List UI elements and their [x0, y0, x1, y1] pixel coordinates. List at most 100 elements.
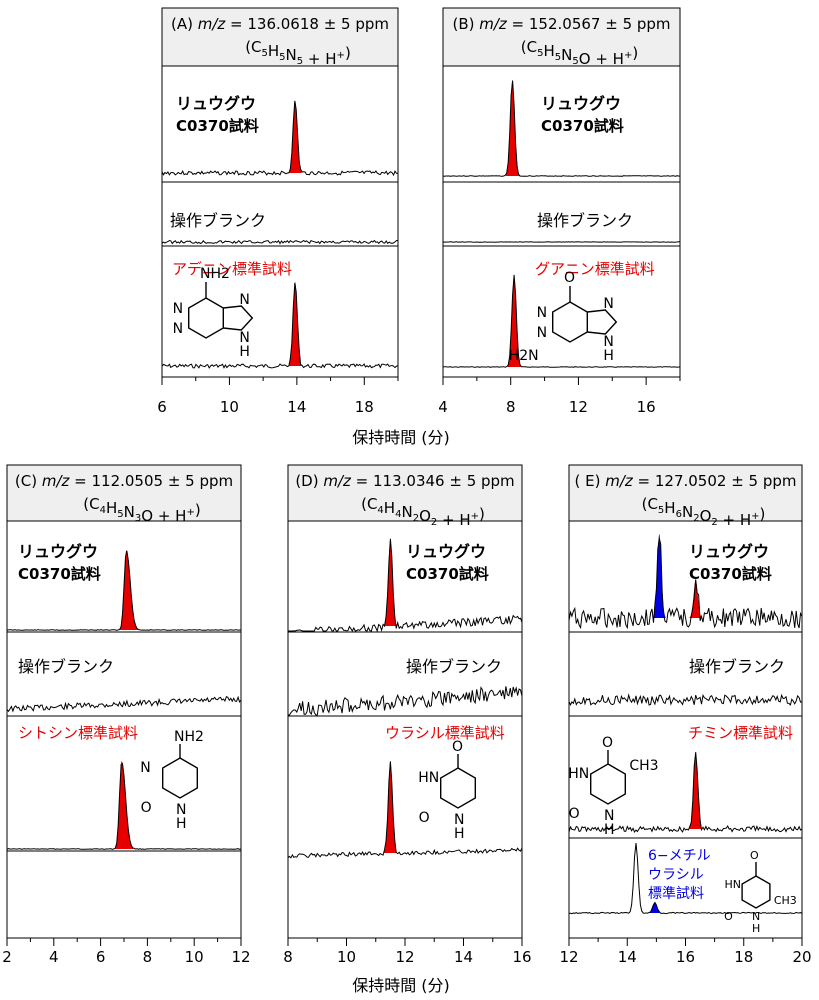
x-tick-label: 4 [438, 398, 448, 416]
trace-line [161, 100, 399, 177]
atom-label: O [602, 735, 613, 751]
atom-label: N [752, 910, 760, 923]
trace-line [568, 693, 803, 706]
x-tick-label: 10 [185, 948, 204, 966]
ring-bonds [552, 301, 588, 343]
atom-label: N [603, 334, 613, 350]
panel-title: ( E) m/z = 127.0502 ± 5 ppm [574, 472, 796, 490]
panel-formula: (C5H5N5O + H+) [521, 38, 638, 68]
panel-a: (A) m/z = 136.0618 ± 5 ppm (C5H5N5 + H+) 6… [157, 7, 399, 416]
atom-label: N [239, 292, 249, 308]
second-standard-label: 標準試料 [648, 886, 704, 902]
sample-label: リュウグウ [176, 94, 256, 113]
atom-label: N [176, 802, 186, 818]
ring-bonds [161, 757, 199, 799]
xlabel-bottom: 保持時間 (分) [352, 976, 450, 995]
ring-bonds [587, 309, 618, 335]
atom-label: N [140, 760, 150, 776]
ring-bonds [440, 767, 476, 809]
x-tick-label: 8 [143, 948, 153, 966]
panel-frame [161, 7, 399, 378]
x-tick-label: 2 [2, 948, 12, 966]
sample-label: C0370試料 [406, 565, 489, 583]
sample-label: リュウグウ [541, 94, 621, 113]
x-tick-label: 6 [157, 398, 167, 416]
x-tick-label: 6 [96, 948, 106, 966]
standard-label: グアニン標準試料 [535, 260, 655, 278]
atom-label: NH2 [200, 266, 230, 282]
x-tick-label: 20 [792, 948, 811, 966]
atom-label: HN [418, 770, 439, 786]
x-tick-label: 14 [618, 948, 637, 966]
atom-label: NH2 [174, 729, 204, 745]
panel-header [569, 465, 802, 521]
panel-formula: (C4H4N2O2 + H+) [361, 495, 485, 529]
molecule-thymine: O HN CH3 O NH [568, 735, 658, 838]
panel-formula: (C5H6N2O2 + H+) [642, 495, 766, 529]
ring-bonds [741, 875, 771, 909]
second-standard-label: ウラシル [648, 867, 704, 883]
atom-label: H [454, 826, 465, 842]
blank-label: 操作ブランク [537, 211, 633, 230]
x-tick-label: 18 [734, 948, 753, 966]
ring-bonds [187, 297, 225, 339]
atom-label: H [752, 922, 760, 935]
trace-line [6, 550, 242, 631]
atom-label: N [603, 296, 613, 312]
trace-line [6, 762, 242, 850]
ring-bonds [223, 305, 254, 331]
atom-label: H [176, 816, 187, 832]
ring-bonds [590, 763, 626, 805]
sample-label: C0370試料 [541, 117, 624, 135]
panel-header [7, 465, 241, 521]
standard-label: チミン標準試料 [688, 724, 793, 742]
panel-header [443, 8, 680, 66]
x-tick-label: 14 [287, 398, 306, 416]
panel-title: (D) m/z = 113.0346 ± 5 ppm [295, 472, 514, 490]
trace-line [161, 239, 399, 245]
x-tick-label: 16 [637, 398, 656, 416]
panel-header [288, 465, 522, 521]
trace-line [287, 761, 523, 859]
standard-label: シトシン標準試料 [18, 724, 138, 742]
atom-label: H2N [509, 348, 539, 364]
atom-label: O [724, 910, 733, 923]
atom-label: N [454, 812, 464, 828]
x-tick-label: 12 [231, 948, 250, 966]
panel-e: ( E) m/z = 127.0502 ± 5 ppm (C5H6N2O2 + H… [559, 464, 812, 966]
atom-label: N [537, 305, 547, 321]
sample-label: C0370試料 [176, 117, 259, 135]
second-standard-label: 6−メチル [648, 848, 711, 864]
panel-formula: (C5H5N5 + H+) [245, 38, 351, 68]
molecule-6-methyluracil: O HN O NH CH3 [724, 849, 797, 935]
trace-line [568, 752, 803, 834]
trace-line [442, 274, 680, 368]
peak-fill [115, 761, 134, 849]
sample-label: リュウグウ [406, 542, 486, 561]
atom-label: CH3 [629, 758, 658, 774]
sample-label: C0370試料 [689, 565, 772, 583]
x-tick-label: 16 [512, 948, 531, 966]
panel-frame [442, 7, 681, 378]
atom-label: HN [568, 766, 589, 782]
x-tick-label: 12 [569, 398, 588, 416]
molecule-uracil: O HN O NH [418, 739, 476, 842]
panel-title: (A) m/z = 136.0618 ± 5 ppm [171, 15, 389, 33]
trace-line [568, 538, 803, 630]
standard-label: ウラシル標準試料 [385, 724, 505, 742]
x-tick-label: 10 [337, 948, 356, 966]
standard-label: アデニン標準試料 [172, 260, 292, 278]
x-tick-label: 12 [559, 948, 578, 966]
x-tick-label: 16 [676, 948, 695, 966]
xlabel-top: 保持時間 (分) [352, 428, 450, 447]
panel-b: (B) m/z = 152.0567 ± 5 ppm (C5H5N5O + H+)… [438, 7, 681, 416]
trace-line [288, 538, 523, 633]
atom-label: O [141, 800, 152, 816]
atom-label: CH3 [774, 894, 797, 907]
atom-label: O [452, 739, 463, 755]
atom-label: O [569, 806, 580, 822]
atom-label: O [750, 849, 759, 862]
